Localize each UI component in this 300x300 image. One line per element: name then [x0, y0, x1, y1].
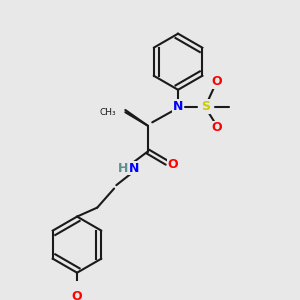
Text: O: O — [211, 122, 221, 134]
Text: O: O — [72, 290, 83, 300]
Text: S: S — [202, 100, 211, 113]
Text: CH₃: CH₃ — [100, 108, 116, 117]
Text: O: O — [211, 75, 221, 88]
Text: O: O — [167, 158, 178, 172]
Text: H: H — [118, 162, 128, 175]
Text: N: N — [129, 162, 140, 175]
Text: N: N — [173, 100, 183, 113]
